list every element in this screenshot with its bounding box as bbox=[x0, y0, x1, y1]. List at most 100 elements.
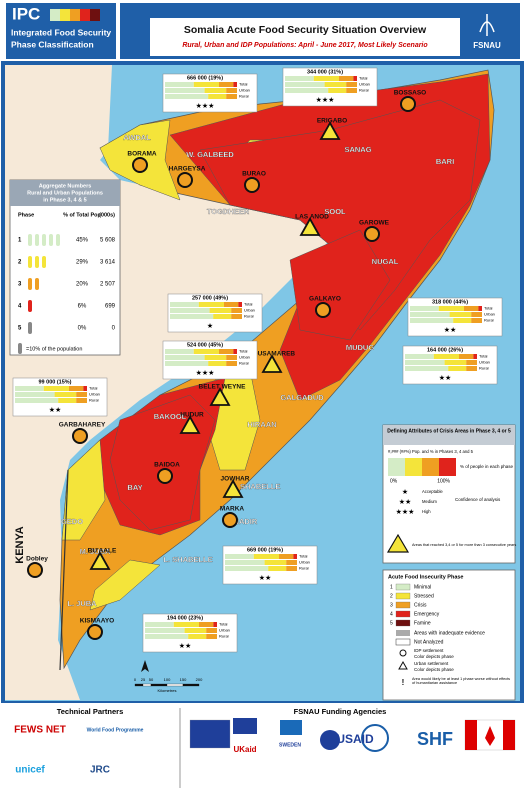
scale-tick: 0 bbox=[134, 677, 137, 682]
town-marker bbox=[157, 468, 173, 484]
aggregate-note: =10% of the population bbox=[26, 346, 82, 352]
callout-bar bbox=[165, 361, 209, 366]
logo-swatch bbox=[50, 9, 60, 21]
town-label: HARGEYSA bbox=[169, 166, 206, 173]
callout-bar bbox=[204, 355, 227, 360]
callout-label: Urban bbox=[239, 88, 250, 93]
callout-bar bbox=[226, 94, 237, 99]
confidence-label: Acceptable bbox=[422, 489, 443, 494]
region-label: GALGADUD bbox=[280, 393, 324, 402]
aggregate-phase: 5 bbox=[18, 326, 22, 332]
callout-bar bbox=[165, 349, 194, 354]
partner-logo: JRC bbox=[90, 765, 110, 776]
callout-bar bbox=[438, 306, 464, 311]
callout-bar bbox=[76, 398, 87, 403]
aggregate-pct: 20% bbox=[76, 282, 89, 288]
title: Somalia Acute Food Security Situation Ov… bbox=[184, 24, 427, 36]
phase-label: Famine bbox=[414, 620, 431, 626]
confidence-title: Confidence of analysis bbox=[455, 497, 501, 502]
crisis-swatch bbox=[439, 458, 456, 476]
confidence-label: Medium bbox=[422, 499, 437, 504]
aggregate-title: Rural and Urban Populations bbox=[27, 190, 103, 196]
phase-swatch bbox=[395, 610, 411, 618]
aggregate-title: Aggregate Numbers bbox=[39, 183, 92, 189]
funder-logo: SHF bbox=[417, 729, 453, 749]
callout-bar bbox=[199, 622, 214, 627]
callout-bar bbox=[233, 82, 237, 87]
callout-bar bbox=[448, 366, 467, 371]
region-label: AWDAL bbox=[123, 133, 151, 142]
town-marker bbox=[315, 302, 331, 318]
crisis-title: Defining Attributes of Crisis Areas in P… bbox=[387, 428, 511, 434]
callout-bar bbox=[225, 566, 269, 571]
callout-stars: ★★ bbox=[49, 406, 62, 414]
canada-bar bbox=[465, 720, 477, 750]
crisis-caption: #,### (##%) Pop. and % in Phases 3, 4 an… bbox=[388, 449, 474, 454]
town-marker bbox=[179, 415, 201, 434]
callout-label: Urban bbox=[239, 355, 250, 360]
town-marker bbox=[222, 479, 244, 498]
callout-bar bbox=[58, 398, 77, 403]
person-icon bbox=[35, 278, 39, 290]
callout-label: Rural bbox=[299, 566, 309, 571]
callout-stars: ★★ bbox=[439, 374, 452, 382]
person-icon bbox=[28, 322, 32, 334]
callout-label: Total bbox=[239, 349, 248, 354]
ipc-logo: IPC bbox=[12, 4, 40, 23]
callout-bar bbox=[346, 88, 357, 93]
funder-logo: USAID bbox=[336, 732, 374, 746]
callout-bar bbox=[15, 398, 59, 403]
logo-sub: Integrated Food Security bbox=[11, 27, 111, 37]
callout-bar bbox=[219, 82, 234, 87]
callout-bar bbox=[285, 88, 329, 93]
funders-title: FSNAU Funding Agencies bbox=[294, 707, 387, 716]
callout-bar bbox=[206, 628, 217, 633]
confidence-stars: ★★ bbox=[399, 498, 412, 506]
callout-value: 669 000 (19%) bbox=[247, 547, 283, 553]
funder-logo: SWEDEN bbox=[279, 742, 301, 748]
callout-bar bbox=[213, 314, 232, 319]
aggregate-phase: 2 bbox=[18, 260, 22, 266]
callout-bar bbox=[219, 349, 234, 354]
town-label: KISMAAYO bbox=[80, 618, 114, 625]
callout-bar bbox=[339, 76, 354, 81]
town-marker bbox=[177, 172, 193, 188]
crisis-scale: 100% bbox=[437, 478, 450, 484]
callout-label: Total bbox=[89, 386, 98, 391]
phase-label: Color depicts phase bbox=[414, 654, 454, 659]
triangle-note: Areas that reached 3,4 or 5 for more tha… bbox=[412, 543, 516, 547]
callout-bar bbox=[15, 392, 55, 397]
crisis-swatch bbox=[422, 458, 439, 476]
callout-bar bbox=[209, 308, 232, 313]
town-label: BAIDOA bbox=[154, 462, 180, 469]
phase-swatch bbox=[395, 592, 411, 600]
region-label: M. SHABELLE bbox=[230, 482, 281, 491]
region-label: BAKOOL bbox=[154, 412, 187, 421]
person-icon bbox=[56, 234, 60, 246]
callout-bar bbox=[145, 622, 174, 627]
callout-label: Rural bbox=[239, 94, 249, 99]
crisis-legend-bg bbox=[382, 424, 516, 564]
callout-bar bbox=[208, 94, 227, 99]
phase-label: Emergency bbox=[414, 611, 440, 617]
logo-swatch bbox=[90, 9, 100, 21]
aggregate-count: 2 507 bbox=[100, 282, 116, 288]
callout-label: Rural bbox=[244, 314, 254, 319]
person-icon bbox=[35, 234, 39, 246]
idp-icon bbox=[399, 649, 407, 657]
callout-stars: ★ bbox=[207, 322, 213, 330]
agency-logo bbox=[479, 14, 495, 36]
scale-seg bbox=[166, 683, 184, 687]
callout-label: Urban bbox=[89, 392, 100, 397]
callout-label: Total bbox=[484, 306, 493, 311]
scale-seg bbox=[142, 683, 152, 687]
scale-tick: 50 bbox=[149, 677, 154, 682]
canada-leaf bbox=[485, 726, 495, 746]
phase-label: Crisis bbox=[414, 602, 427, 608]
callout-bar bbox=[410, 318, 454, 323]
aggregate-pct: 6% bbox=[78, 304, 87, 310]
phase-num: 5 bbox=[390, 620, 393, 626]
callout-bar bbox=[466, 360, 477, 365]
